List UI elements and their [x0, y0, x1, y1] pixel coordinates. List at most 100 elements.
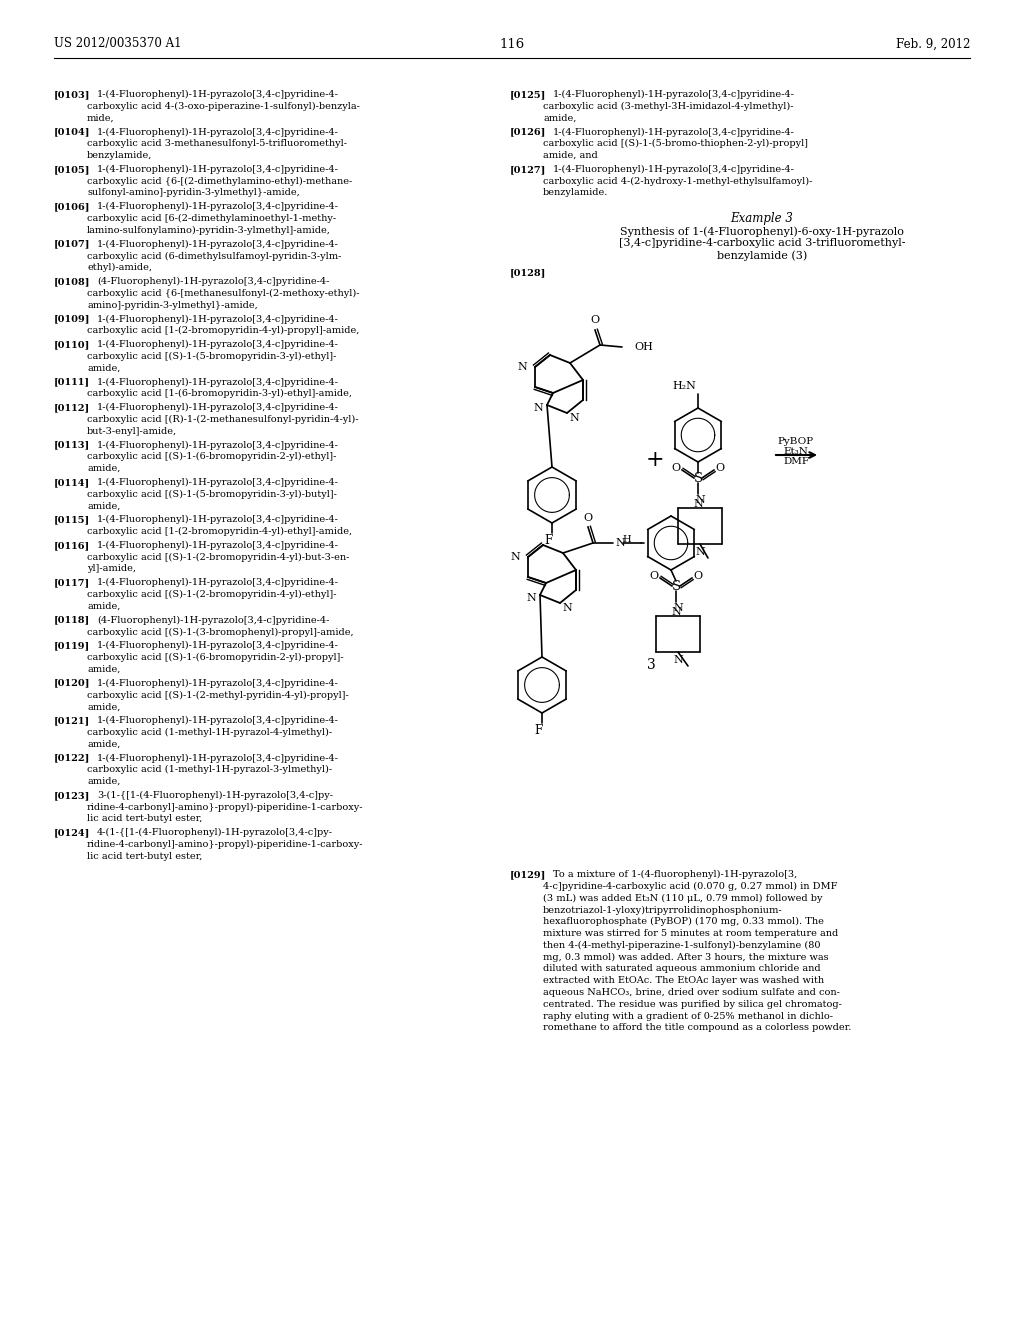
Text: N: N [517, 362, 527, 372]
Text: amide,: amide, [87, 665, 121, 673]
Text: benzylamide,: benzylamide, [87, 150, 153, 160]
Text: centrated. The residue was purified by silica gel chromatog-: centrated. The residue was purified by s… [543, 999, 842, 1008]
Text: raphy eluting with a gradient of 0-25% methanol in dichlo-: raphy eluting with a gradient of 0-25% m… [543, 1011, 833, 1020]
Text: 1-(4-Fluorophenyl)-1H-pyrazolo[3,4-c]pyridine-4-: 1-(4-Fluorophenyl)-1H-pyrazolo[3,4-c]pyr… [553, 165, 795, 174]
Text: N: N [569, 413, 579, 422]
Text: [0118]: [0118] [54, 615, 90, 624]
Text: F: F [534, 725, 543, 738]
Text: Example 3: Example 3 [730, 213, 794, 226]
Text: Et₃N: Et₃N [783, 446, 808, 455]
Text: [0122]: [0122] [54, 754, 90, 763]
Text: OH: OH [634, 342, 653, 352]
Text: 1-(4-Fluorophenyl)-1H-pyrazolo[3,4-c]pyridine-4-: 1-(4-Fluorophenyl)-1H-pyrazolo[3,4-c]pyr… [97, 515, 339, 524]
Text: [0113]: [0113] [54, 441, 90, 449]
Text: N: N [615, 539, 625, 548]
Text: amide,: amide, [87, 739, 121, 748]
Text: amide,: amide, [87, 502, 121, 511]
Text: carboxylic acid (1-methyl-1H-pyrazol-4-ylmethyl)-: carboxylic acid (1-methyl-1H-pyrazol-4-y… [87, 727, 332, 737]
Text: 3: 3 [646, 657, 655, 672]
Text: carboxylic acid (6-dimethylsulfamoyl-pyridin-3-ylm-: carboxylic acid (6-dimethylsulfamoyl-pyr… [87, 251, 341, 260]
Text: DMF: DMF [783, 458, 809, 466]
Text: carboxylic acid [6-(2-dimethylaminoethyl-1-methy-: carboxylic acid [6-(2-dimethylaminoethyl… [87, 214, 336, 223]
Text: N: N [695, 546, 705, 557]
Text: [0126]: [0126] [510, 128, 547, 136]
Text: O: O [591, 315, 600, 325]
Text: amide, and: amide, and [543, 150, 598, 160]
Text: [0127]: [0127] [510, 165, 547, 174]
Text: amino]-pyridin-3-ylmethyl}-amide,: amino]-pyridin-3-ylmethyl}-amide, [87, 301, 258, 310]
Text: (3 mL) was added Et₃N (110 μL, 0.79 mmol) followed by: (3 mL) was added Et₃N (110 μL, 0.79 mmol… [543, 894, 822, 903]
Text: [0106]: [0106] [54, 202, 90, 211]
Text: 1-(4-Fluorophenyl)-1H-pyrazolo[3,4-c]pyridine-4-: 1-(4-Fluorophenyl)-1H-pyrazolo[3,4-c]pyr… [97, 341, 339, 348]
Text: carboxylic acid [(S)-1-(6-bromopyridin-2-yl)-ethyl]-: carboxylic acid [(S)-1-(6-bromopyridin-2… [87, 453, 336, 461]
Text: diluted with saturated aqueous ammonium chloride and: diluted with saturated aqueous ammonium … [543, 965, 820, 973]
Text: 1-(4-Fluorophenyl)-1H-pyrazolo[3,4-c]pyridine-4-: 1-(4-Fluorophenyl)-1H-pyrazolo[3,4-c]pyr… [97, 678, 339, 688]
Text: 1-(4-Fluorophenyl)-1H-pyrazolo[3,4-c]pyridine-4-: 1-(4-Fluorophenyl)-1H-pyrazolo[3,4-c]pyr… [97, 541, 339, 550]
Text: carboxylic acid [(R)-1-(2-methanesulfonyl-pyridin-4-yl)-: carboxylic acid [(R)-1-(2-methanesulfony… [87, 414, 358, 424]
Text: [0120]: [0120] [54, 678, 90, 688]
Text: Synthesis of 1-(4-Fluorophenyl)-6-oxy-1H-pyrazolo: Synthesis of 1-(4-Fluorophenyl)-6-oxy-1H… [621, 226, 904, 236]
Text: (4-Fluorophenyl)-1H-pyrazolo[3,4-c]pyridine-4-: (4-Fluorophenyl)-1H-pyrazolo[3,4-c]pyrid… [97, 277, 330, 286]
Text: 1-(4-Fluorophenyl)-1H-pyrazolo[3,4-c]pyridine-4-: 1-(4-Fluorophenyl)-1H-pyrazolo[3,4-c]pyr… [553, 128, 795, 136]
Text: N: N [562, 603, 571, 612]
Text: H₂N: H₂N [672, 381, 696, 391]
Text: [0111]: [0111] [54, 378, 90, 387]
Text: [0107]: [0107] [54, 240, 90, 248]
Text: carboxylic acid [(S)-1-(6-bromopyridin-2-yl)-propyl]-: carboxylic acid [(S)-1-(6-bromopyridin-2… [87, 653, 344, 663]
Text: H: H [622, 535, 631, 544]
Text: benzylamide (3): benzylamide (3) [717, 251, 807, 261]
Text: amide,: amide, [87, 602, 121, 611]
Text: carboxylic acid (1-methyl-1H-pyrazol-3-ylmethyl)-: carboxylic acid (1-methyl-1H-pyrazol-3-y… [87, 766, 332, 775]
Text: lic acid tert-butyl ester,: lic acid tert-butyl ester, [87, 814, 203, 824]
Text: [0119]: [0119] [54, 642, 90, 651]
Text: [0117]: [0117] [54, 578, 90, 587]
Text: 116: 116 [500, 37, 524, 50]
Text: N: N [673, 655, 683, 665]
Text: sulfonyl-amino]-pyridin-3-ylmethyl}-amide,: sulfonyl-amino]-pyridin-3-ylmethyl}-amid… [87, 189, 300, 198]
Text: 1-(4-Fluorophenyl)-1H-pyrazolo[3,4-c]pyridine-4-: 1-(4-Fluorophenyl)-1H-pyrazolo[3,4-c]pyr… [97, 128, 339, 136]
Text: carboxylic acid 4-(3-oxo-piperazine-1-sulfonyl)-benzyla-: carboxylic acid 4-(3-oxo-piperazine-1-su… [87, 102, 359, 111]
Text: N: N [534, 403, 543, 413]
Text: aqueous NaHCO₃, brine, dried over sodium sulfate and con-: aqueous NaHCO₃, brine, dried over sodium… [543, 987, 840, 997]
Text: N: N [695, 495, 705, 506]
Text: S: S [672, 579, 681, 593]
Text: 1-(4-Fluorophenyl)-1H-pyrazolo[3,4-c]pyridine-4-: 1-(4-Fluorophenyl)-1H-pyrazolo[3,4-c]pyr… [97, 754, 339, 763]
Text: extracted with EtOAc. The EtOAc layer was washed with: extracted with EtOAc. The EtOAc layer wa… [543, 977, 824, 985]
Text: 4-(1-{[1-(4-Fluorophenyl)-1H-pyrazolo[3,4-c]py-: 4-(1-{[1-(4-Fluorophenyl)-1H-pyrazolo[3,… [97, 828, 333, 837]
Text: yl]-amide,: yl]-amide, [87, 565, 136, 573]
Text: [0129]: [0129] [510, 870, 547, 879]
Text: [0114]: [0114] [54, 478, 90, 487]
Text: [3,4-c]pyridine-4-carboxylic acid 3-trifluoromethyl-: [3,4-c]pyridine-4-carboxylic acid 3-trif… [618, 238, 905, 248]
Text: carboxylic acid [(S)-1-(5-bromopyridin-3-yl)-ethyl]-: carboxylic acid [(S)-1-(5-bromopyridin-3… [87, 352, 336, 360]
Text: 1-(4-Fluorophenyl)-1H-pyrazolo[3,4-c]pyridine-4-: 1-(4-Fluorophenyl)-1H-pyrazolo[3,4-c]pyr… [97, 403, 339, 412]
Text: 1-(4-Fluorophenyl)-1H-pyrazolo[3,4-c]pyridine-4-: 1-(4-Fluorophenyl)-1H-pyrazolo[3,4-c]pyr… [97, 441, 339, 450]
Text: N: N [526, 593, 536, 603]
Text: carboxylic acid [1-(6-bromopyridin-3-yl)-ethyl]-amide,: carboxylic acid [1-(6-bromopyridin-3-yl)… [87, 389, 352, 399]
Text: lamino-sulfonylamino)-pyridin-3-ylmethyl]-amide,: lamino-sulfonylamino)-pyridin-3-ylmethyl… [87, 226, 331, 235]
Text: mixture was stirred for 5 minutes at room temperature and: mixture was stirred for 5 minutes at roo… [543, 929, 839, 939]
Text: [0121]: [0121] [54, 715, 90, 725]
Text: ridine-4-carbonyl]-amino}-propyl)-piperidine-1-carboxy-: ridine-4-carbonyl]-amino}-propyl)-piperi… [87, 803, 364, 812]
Text: 1-(4-Fluorophenyl)-1H-pyrazolo[3,4-c]pyridine-4-: 1-(4-Fluorophenyl)-1H-pyrazolo[3,4-c]pyr… [97, 165, 339, 174]
Text: O: O [693, 572, 702, 581]
Text: carboxylic acid [(S)-1-(3-bromophenyl)-propyl]-amide,: carboxylic acid [(S)-1-(3-bromophenyl)-p… [87, 627, 353, 636]
Text: amide,: amide, [543, 114, 577, 123]
Text: carboxylic acid [(S)-1-(2-bromopyridin-4-yl)-ethyl]-: carboxylic acid [(S)-1-(2-bromopyridin-4… [87, 590, 337, 599]
Text: 1-(4-Fluorophenyl)-1H-pyrazolo[3,4-c]pyridine-4-: 1-(4-Fluorophenyl)-1H-pyrazolo[3,4-c]pyr… [97, 478, 339, 487]
Text: (4-Fluorophenyl)-1H-pyrazolo[3,4-c]pyridine-4-: (4-Fluorophenyl)-1H-pyrazolo[3,4-c]pyrid… [97, 615, 330, 624]
Text: O: O [672, 463, 681, 473]
Text: [0103]: [0103] [54, 90, 90, 99]
Text: 1-(4-Fluorophenyl)-1H-pyrazolo[3,4-c]pyridine-4-: 1-(4-Fluorophenyl)-1H-pyrazolo[3,4-c]pyr… [97, 378, 339, 387]
Text: amide,: amide, [87, 702, 121, 711]
Text: 1-(4-Fluorophenyl)-1H-pyrazolo[3,4-c]pyridine-4-: 1-(4-Fluorophenyl)-1H-pyrazolo[3,4-c]pyr… [97, 202, 339, 211]
Text: carboxylic acid 3-methanesulfonyl-5-trifluoromethyl-: carboxylic acid 3-methanesulfonyl-5-trif… [87, 139, 347, 148]
Text: carboxylic acid (3-methyl-3H-imidazol-4-ylmethyl)-: carboxylic acid (3-methyl-3H-imidazol-4-… [543, 102, 794, 111]
Text: carboxylic acid [(S)-1-(5-bromo-thiophen-2-yl)-propyl]: carboxylic acid [(S)-1-(5-bromo-thiophen… [543, 139, 808, 148]
Text: To a mixture of 1-(4-fluorophenyl)-1H-pyrazolo[3,: To a mixture of 1-(4-fluorophenyl)-1H-py… [553, 870, 798, 879]
Text: [0109]: [0109] [54, 314, 90, 323]
Text: carboxylic acid [(S)-1-(2-bromopyridin-4-yl)-but-3-en-: carboxylic acid [(S)-1-(2-bromopyridin-4… [87, 553, 349, 562]
Text: 1-(4-Fluorophenyl)-1H-pyrazolo[3,4-c]pyridine-4-: 1-(4-Fluorophenyl)-1H-pyrazolo[3,4-c]pyr… [553, 90, 795, 99]
Text: [0110]: [0110] [54, 341, 90, 348]
Text: 1-(4-Fluorophenyl)-1H-pyrazolo[3,4-c]pyridine-4-: 1-(4-Fluorophenyl)-1H-pyrazolo[3,4-c]pyr… [97, 314, 339, 323]
Text: romethane to afford the title compound as a colorless powder.: romethane to afford the title compound a… [543, 1023, 851, 1032]
